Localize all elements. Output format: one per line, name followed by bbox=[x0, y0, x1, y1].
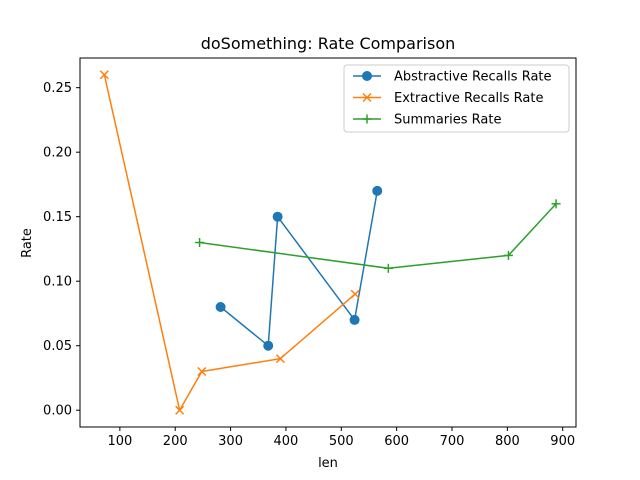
x-tick-label: 500 bbox=[329, 434, 354, 449]
x-tick-label: 200 bbox=[163, 434, 188, 449]
x-axis: 100 200 300 400 500 600 700 800 900 bbox=[107, 427, 575, 449]
y-tick-label: 0.25 bbox=[43, 81, 72, 96]
data-point-x-stroke bbox=[362, 92, 372, 103]
series-line bbox=[199, 203, 557, 270]
chart-title: doSomething: Rate Comparison bbox=[201, 34, 456, 53]
data-point-x-stroke bbox=[175, 405, 185, 415]
legend-label: Extractive Recalls Rate bbox=[394, 91, 544, 106]
x-axis-label: len bbox=[318, 456, 338, 471]
x-tick-label: 800 bbox=[495, 434, 520, 449]
data-point-x bbox=[175, 405, 185, 415]
data-point-x bbox=[197, 366, 207, 377]
data-point-x bbox=[350, 289, 360, 299]
x-tick-label: 100 bbox=[107, 434, 132, 449]
x-tick-label: 900 bbox=[550, 434, 575, 449]
y-tick-label: 0.15 bbox=[43, 210, 72, 225]
data-point-x-stroke bbox=[99, 70, 109, 80]
series-group bbox=[215, 185, 383, 351]
data-point-circle bbox=[263, 340, 274, 351]
plot-frame bbox=[79, 57, 577, 428]
data-point-circle bbox=[215, 302, 226, 313]
y-axis-label: Rate bbox=[20, 228, 35, 258]
data-point-circle bbox=[372, 185, 383, 196]
legend-entry: Extractive Recalls Rate bbox=[353, 91, 544, 106]
data-point-x bbox=[362, 92, 372, 103]
plot-area bbox=[99, 70, 561, 415]
data-point-x-stroke bbox=[197, 366, 207, 377]
y-tick-label: 0.20 bbox=[43, 146, 72, 161]
data-point-x-stroke bbox=[275, 354, 285, 364]
y-tick-label: 0.00 bbox=[43, 404, 72, 419]
legend-label: Summaries Rate bbox=[394, 113, 501, 128]
series-group bbox=[195, 199, 561, 273]
data-point-circle bbox=[272, 211, 283, 222]
data-point-plus bbox=[503, 250, 513, 260]
data-point-circle bbox=[362, 71, 372, 81]
series-group bbox=[99, 70, 360, 415]
y-tick-label: 0.05 bbox=[43, 339, 72, 354]
x-tick-label: 600 bbox=[384, 434, 409, 449]
y-axis: 0.00 0.05 0.10 0.15 0.20 0.25 bbox=[43, 81, 80, 419]
data-point-plus bbox=[383, 263, 393, 273]
x-tick-label: 400 bbox=[274, 434, 299, 449]
data-point-x bbox=[275, 354, 285, 364]
legend-label: Abstractive Recalls Rate bbox=[394, 70, 552, 85]
legend: Abstractive Recalls Rate Extractive Recal… bbox=[343, 64, 570, 133]
data-point-plus bbox=[551, 199, 561, 209]
data-point-x-stroke bbox=[350, 289, 360, 299]
y-tick-label: 0.10 bbox=[43, 275, 72, 290]
data-point-plus bbox=[362, 114, 372, 124]
x-tick-label: 700 bbox=[440, 434, 465, 449]
legend-entry: Summaries Rate bbox=[353, 113, 501, 128]
legend-box bbox=[343, 64, 570, 133]
data-point-plus bbox=[195, 238, 205, 247]
data-point-circle bbox=[349, 314, 360, 325]
legend-entry: Abstractive Recalls Rate bbox=[353, 70, 552, 85]
data-point-x bbox=[99, 70, 109, 80]
x-tick-label: 300 bbox=[218, 434, 243, 449]
